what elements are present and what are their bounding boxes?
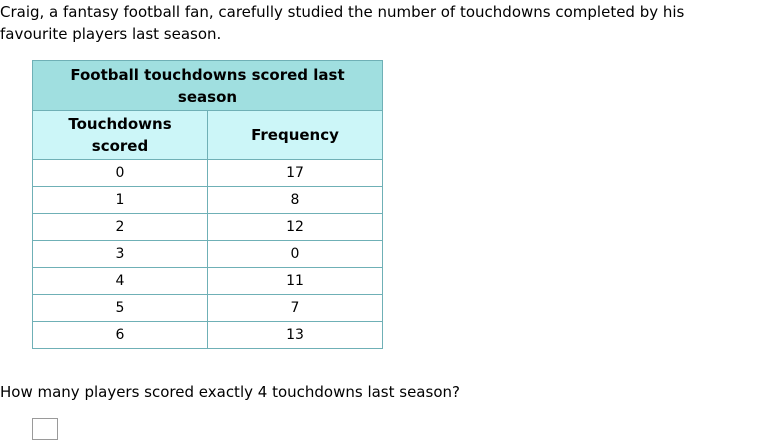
question-text: How many players scored exactly 4 touchd… [0, 383, 460, 401]
touchdowns-cell: 0 [32, 159, 208, 187]
touchdowns-cell: 2 [32, 213, 208, 241]
frequency-cell: 17 [207, 159, 383, 187]
intro-text: Craig, a fantasy football fan, carefully… [0, 3, 685, 43]
table-row: 2 12 [32, 213, 383, 241]
column-header-touchdowns: Touchdowns scored [32, 110, 208, 160]
frequency-cell: 13 [207, 321, 383, 349]
frequency-cell: 7 [207, 294, 383, 322]
frequency-cell: 11 [207, 267, 383, 295]
table-row: 4 11 [32, 267, 383, 295]
touchdowns-cell: 1 [32, 186, 208, 214]
answer-input[interactable] [32, 418, 58, 440]
column-header-frequency: Frequency [207, 110, 383, 160]
touchdowns-cell: 4 [32, 267, 208, 295]
table-row: 1 8 [32, 186, 383, 214]
table-row: 0 17 [32, 159, 383, 187]
table-title: Football touchdowns scored last season [32, 60, 383, 111]
frequency-cell: 12 [207, 213, 383, 241]
table-header-row: Touchdowns scored Frequency [32, 110, 383, 160]
touchdowns-cell: 6 [32, 321, 208, 349]
table-row: 6 13 [32, 321, 383, 349]
table-row: 5 7 [32, 294, 383, 322]
table-row: 3 0 [32, 240, 383, 268]
table-title-row: Football touchdowns scored last season [32, 60, 383, 111]
frequency-table: Football touchdowns scored last season T… [32, 60, 383, 349]
frequency-cell: 8 [207, 186, 383, 214]
touchdowns-cell: 5 [32, 294, 208, 322]
touchdowns-cell: 3 [32, 240, 208, 268]
frequency-cell: 0 [207, 240, 383, 268]
